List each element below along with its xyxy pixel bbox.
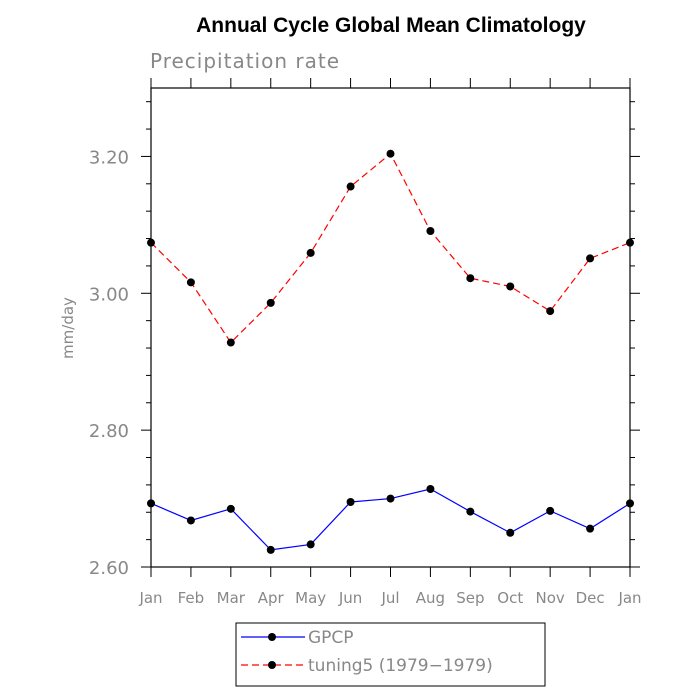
x-tick-label: Jan xyxy=(617,589,641,607)
y-tick-label: 2.80 xyxy=(89,421,129,442)
data-point xyxy=(626,499,634,508)
legend-marker xyxy=(268,661,276,669)
x-tick-label: Jun xyxy=(338,589,362,607)
x-tick-label: Apr xyxy=(258,589,285,607)
data-point xyxy=(266,545,275,554)
data-point xyxy=(626,238,634,247)
data-point xyxy=(186,516,195,525)
y-tick-label: 3.20 xyxy=(89,147,129,168)
x-tick-label: Mar xyxy=(217,589,246,607)
x-tick-label: May xyxy=(295,589,326,607)
series-line xyxy=(150,152,631,344)
legend-label: GPCP xyxy=(308,628,354,648)
data-point xyxy=(466,274,475,283)
x-tick-label: Oct xyxy=(497,589,523,607)
data-point xyxy=(346,497,355,506)
x-tick-label: Sep xyxy=(456,589,484,607)
data-point xyxy=(586,524,595,533)
data-point xyxy=(466,507,475,516)
data-point xyxy=(426,227,435,236)
data-point xyxy=(226,504,235,513)
data-point xyxy=(186,278,195,287)
x-tick-label: Jan xyxy=(138,589,162,607)
data-point xyxy=(147,238,155,247)
legend-label: tuning5 (1979−1979) xyxy=(308,656,493,676)
x-tick-label: Nov xyxy=(536,589,565,607)
data-point xyxy=(386,494,395,503)
x-tick-label: Dec xyxy=(576,589,605,607)
legend-box xyxy=(235,622,546,687)
data-point xyxy=(147,499,155,508)
y-axis-label: mm/day xyxy=(59,297,77,359)
y-tick-label: 2.60 xyxy=(89,558,129,579)
x-tick-label: Jul xyxy=(380,589,399,607)
data-point xyxy=(506,528,515,537)
legend: GPCP tuning5 (1979−1979) xyxy=(241,628,493,676)
data-point xyxy=(546,307,555,316)
chart-title: Annual Cycle Global Mean Climatology xyxy=(196,14,586,37)
data-point xyxy=(306,248,315,257)
data-point xyxy=(546,506,555,515)
x-tick-label: Aug xyxy=(416,589,445,607)
chart-subtitle: Precipitation rate xyxy=(150,49,340,73)
data-point xyxy=(306,540,315,549)
data-point xyxy=(346,182,355,191)
data-point xyxy=(386,149,395,158)
data-point xyxy=(226,338,235,347)
axis-ticks xyxy=(141,78,640,577)
data-point xyxy=(266,298,275,307)
y-tick-label: 3.00 xyxy=(89,284,129,305)
y-tick-labels: 2.60 2.80 3.00 3.20 xyxy=(89,147,129,579)
data-point xyxy=(586,254,595,263)
x-tick-label: Feb xyxy=(178,589,205,607)
data-point xyxy=(426,484,435,493)
data-series xyxy=(147,149,634,554)
data-point xyxy=(506,282,515,291)
x-tick-labels: Jan Feb Mar Apr May Jun Jul Aug Sep Oct Nov Dec Jan xyxy=(138,589,641,607)
legend-marker xyxy=(268,633,276,641)
